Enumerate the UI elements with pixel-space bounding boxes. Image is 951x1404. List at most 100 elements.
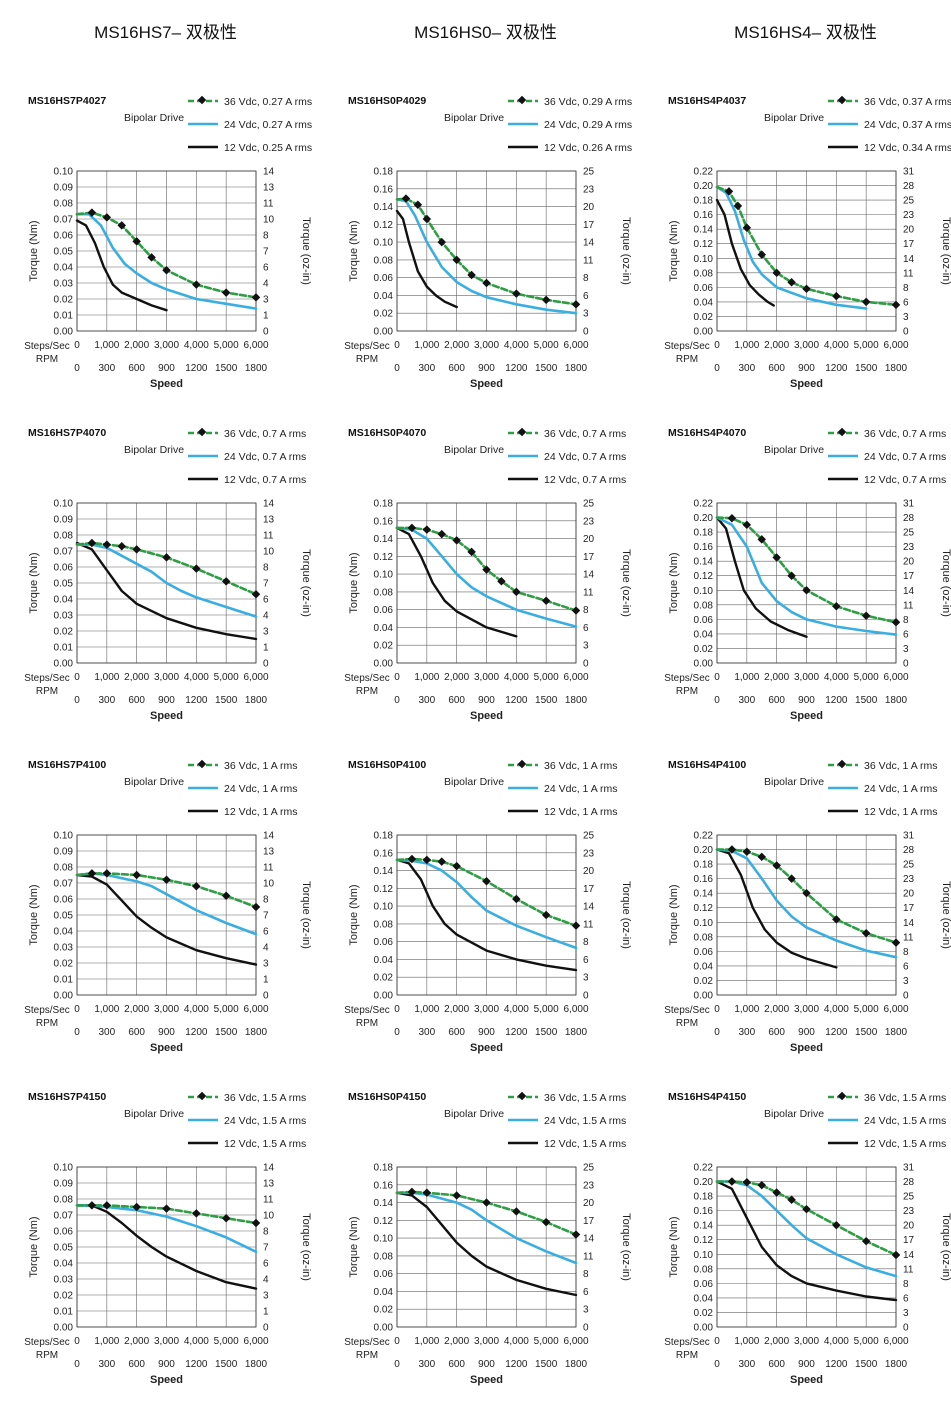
x-tick-label-steps: 2,000 <box>764 340 789 351</box>
y2-axis-label-oz-in: Torque (oz-in) <box>300 549 312 617</box>
x-tick-label-rpm: 900 <box>158 1027 175 1038</box>
x-tick-label-steps: 3,000 <box>154 672 179 683</box>
y-tick-label: 0.18 <box>694 860 714 871</box>
x-tick-label-steps: 3,000 <box>154 1336 179 1347</box>
data-point-36v <box>162 875 171 885</box>
y-tick-label: 0.12 <box>374 220 394 231</box>
steps-label: Steps/Sec <box>664 341 710 352</box>
x-tick-label-rpm: 600 <box>448 363 465 374</box>
data-point-36v <box>571 921 581 930</box>
y-tick-label: 0.00 <box>54 1323 74 1334</box>
y-axis-label-nm: Torque (Nm) <box>668 220 680 281</box>
y-tick-label: 0.05 <box>54 911 74 922</box>
y2-tick-label: 6 <box>583 1287 589 1298</box>
y-tick-label: 0.16 <box>694 542 714 553</box>
data-point-36v <box>452 861 461 871</box>
series-line-36v <box>75 211 258 299</box>
x-tick-label-rpm: 1200 <box>825 363 848 374</box>
x-tick-label-rpm: 300 <box>98 1359 115 1370</box>
x-tick-label-steps: 6,000 <box>883 1336 908 1347</box>
y2-tick-label: 1 <box>263 1307 269 1318</box>
y2-tick-label: 3 <box>583 973 589 984</box>
series-line-12v <box>75 541 258 641</box>
x-tick-label-rpm: 1800 <box>565 1359 588 1370</box>
y-tick-label: 0.16 <box>374 516 394 527</box>
y2-tick-label: 31 <box>903 1163 915 1174</box>
legend-label-12v: 12 Vdc, 0.7 A rms <box>544 474 626 486</box>
x-tick-label-steps: 0 <box>714 672 720 683</box>
series-line-24v <box>715 1180 898 1278</box>
plot-frame <box>716 170 897 332</box>
rpm-label: RPM <box>676 686 698 697</box>
x-tick-label-rpm: 0 <box>74 1027 80 1038</box>
x-tick-label-rpm: 600 <box>768 1359 785 1370</box>
y-tick-label: 0.00 <box>374 1323 394 1334</box>
chart-panel-ms16hs7p4100: MS16HS7P4100 Bipolar Drive 36 Vdc, 1 A rms… <box>24 759 312 1054</box>
steps-label: Steps/Sec <box>664 673 710 684</box>
x-tick-label-rpm: 900 <box>478 1359 495 1370</box>
x-tick-label-steps: 1,000 <box>414 340 439 351</box>
y-tick-label: 0.10 <box>694 254 714 265</box>
y-tick-label: 0.08 <box>694 1264 714 1275</box>
data-point-36v <box>467 270 476 280</box>
data-point-36v <box>437 529 446 539</box>
data-point-36v <box>772 553 781 562</box>
x-tick-label-rpm: 1200 <box>185 695 208 706</box>
y-tick-label: 0.18 <box>694 196 714 207</box>
y-tick-label: 0.02 <box>374 1305 394 1316</box>
x-tick-label-rpm: 1200 <box>505 363 528 374</box>
plot-frame <box>716 1166 897 1328</box>
series-line-12v <box>395 858 578 972</box>
drive-label: Bipolar Drive <box>124 1108 184 1120</box>
x-tick-label-steps: 3,000 <box>794 1336 819 1347</box>
y-tick-label: 0.03 <box>54 943 74 954</box>
y-tick-label: 0.06 <box>694 1279 714 1290</box>
y2-tick-label: 25 <box>903 860 915 871</box>
x-tick-label-steps: 3,000 <box>474 1336 499 1347</box>
y2-tick-label: 17 <box>583 552 595 563</box>
data-point-36v <box>861 611 871 620</box>
drive-label: Bipolar Drive <box>124 112 184 124</box>
data-point-36v <box>192 280 201 289</box>
x-tick-label-rpm: 300 <box>738 695 755 706</box>
y2-axis-label-oz-in: Torque (oz-in) <box>620 217 632 285</box>
y2-tick-label: 3 <box>263 1291 269 1302</box>
y2-tick-label: 0 <box>903 991 909 1002</box>
chart-title: MS16HS7P4070 <box>28 427 106 439</box>
data-point-36v <box>541 295 551 305</box>
data-point-36v <box>482 1198 491 1207</box>
series-line-12v <box>715 1180 898 1302</box>
legend-label-24v: 24 Vdc, 0.27 A rms <box>224 119 312 131</box>
y-tick-label: 0.20 <box>694 1177 714 1188</box>
x-tick-label-rpm: 1800 <box>885 1027 908 1038</box>
y2-tick-label: 11 <box>583 587 594 598</box>
y2-tick-label: 20 <box>583 202 595 213</box>
x-tick-label-rpm: 300 <box>418 1027 435 1038</box>
x-tick-label-rpm: 0 <box>714 1027 720 1038</box>
data-point-36v <box>727 514 737 523</box>
legend-label-36v: 36 Vdc, 1 A rms <box>544 760 618 772</box>
plot-frame <box>76 834 257 996</box>
y-tick-label: 0.02 <box>54 295 74 306</box>
chart-title: MS16HS0P4100 <box>348 759 426 771</box>
chart-title: MS16HS4P4037 <box>668 95 746 107</box>
y-tick-label: 0.10 <box>694 918 714 929</box>
data-point-36v <box>802 284 811 294</box>
chart-title: MS16HS0P4029 <box>348 95 426 107</box>
y2-tick-label: 14 <box>903 254 915 265</box>
y-tick-label: 0.04 <box>694 961 714 972</box>
x-tick-label-rpm: 1200 <box>185 363 208 374</box>
data-point-36v <box>192 881 201 891</box>
y-tick-label: 0.02 <box>694 644 714 655</box>
y-tick-label: 0.20 <box>694 845 714 856</box>
x-axis-label: Speed <box>150 1374 183 1386</box>
x-tick-label-steps: 0 <box>74 340 80 351</box>
x-tick-label-rpm: 600 <box>768 1027 785 1038</box>
y-tick-label: 0.08 <box>54 531 74 542</box>
y-tick-label: 0.00 <box>54 991 74 1002</box>
steps-label: Steps/Sec <box>344 341 390 352</box>
y-tick-label: 0.02 <box>694 1308 714 1319</box>
y-tick-label: 0.02 <box>54 959 74 970</box>
x-tick-label-rpm: 1200 <box>825 1359 848 1370</box>
y2-tick-label: 4 <box>263 611 269 622</box>
